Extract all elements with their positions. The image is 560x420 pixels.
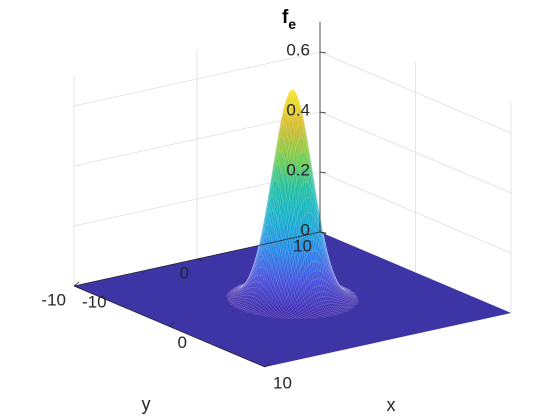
surface-patch [316,315,321,318]
surface-patch [249,310,254,313]
surface-patch [330,313,335,316]
surface-patch [338,312,343,315]
surface-patch [339,290,344,295]
x-axis-label: x [387,395,396,415]
surface-patch [351,303,356,305]
surface-patch [253,313,258,316]
z-tick-label: 0.2 [286,160,310,179]
y-tick-label: -10 [41,290,66,309]
surface-patch [289,317,293,320]
surface-patch [268,315,272,318]
z-tick-mark [319,171,327,174]
chart-title-main: f [282,7,289,28]
surface-patch [347,295,351,299]
x-tick-mark [73,281,80,287]
x-tick-label: 10 [273,373,292,392]
axis-lines [73,22,327,368]
surface-patch [334,313,339,315]
surface-patch [302,317,307,320]
surface-patch [290,144,294,166]
chart-title: fe [282,7,296,32]
y-tick-mark [319,231,327,235]
x-tick-label: -10 [82,292,107,311]
surface-patch [350,305,355,308]
y-tick-mark [73,285,81,289]
surface-patch [312,316,317,319]
surface-patch [347,289,352,291]
y-tick-label: 10 [293,236,312,255]
surface-patch [328,274,333,284]
surface-patch [336,285,340,292]
surface-patch [352,293,357,295]
surface-patch [308,149,313,171]
surface-patch [350,297,355,299]
surface-patch [301,125,305,142]
surface-patch [353,302,359,304]
z-tick-label: 0 [301,220,310,239]
surface-patch [348,307,353,309]
x-tick-mark [169,322,175,327]
chart-title-subscript: e [288,16,296,32]
surface-patch [290,316,295,319]
x-tick-mark [264,362,271,368]
surface-patch [332,280,336,288]
z-tick-label: 0.4 [286,100,310,119]
x-tick-label: 0 [178,333,187,352]
surface-patch [327,314,332,317]
y-tick-label: 0 [180,263,189,282]
surface-patch [317,261,322,273]
surface-patch [345,289,350,291]
surface-patch [355,299,360,301]
surface-patch [275,239,280,255]
y-axis-label: y [142,394,151,414]
surface-patch [297,317,302,320]
surface-patch [307,316,312,319]
surface-patch [354,301,359,303]
z-tick-mark [319,111,327,114]
surface-patch [342,310,347,313]
y-tick-mark [196,258,204,262]
surface-patch [321,315,326,318]
surface-patch [297,124,302,140]
peak-mesh [225,89,360,320]
surface-patch [305,133,309,154]
surface-patch [338,310,343,313]
z-tick-label: 0.6 [286,40,310,59]
surface-patch [351,304,356,307]
surface-patch [353,295,358,297]
surface-patch [346,308,351,311]
z-tick-mark [319,51,327,54]
